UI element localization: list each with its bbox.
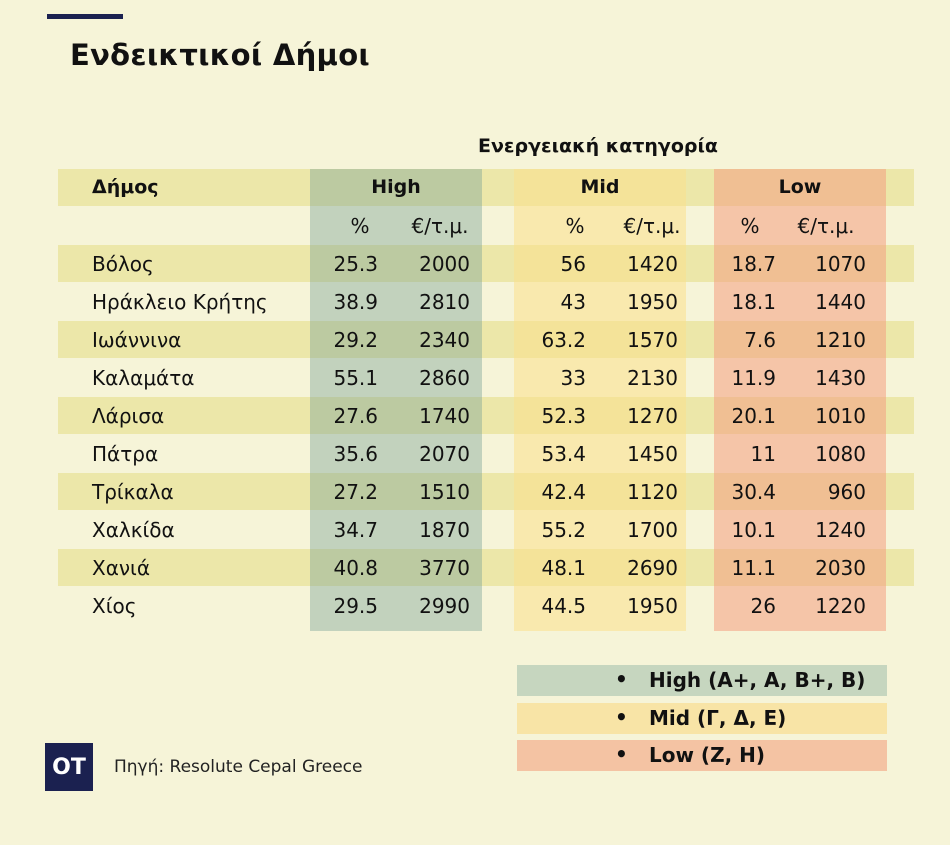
legend-low: • Low (Ζ, Η) [517,740,887,771]
row-low-price-value: 1240 [815,518,866,542]
row-mid-pct-value: 55.2 [541,518,586,542]
high-pct-header: % [350,214,370,238]
row-low-price-value: 1070 [815,252,866,276]
row-municipality-name: Χανιά [92,556,151,580]
row-low-pct-value: 11.1 [731,556,776,580]
row-high-pct-value: 40.8 [333,556,378,580]
row-high-pct-value: 27.2 [333,480,378,504]
legend-high: • High (A+, A, B+, B) [517,665,887,696]
row-low-pct-value: 18.1 [731,290,776,314]
ot-logo: OT [45,743,93,791]
low-pct-header: % [740,214,760,238]
row-mid-pct-value: 44.5 [541,594,586,618]
row-low-pct-value: 10.1 [731,518,776,542]
row-high-pct-value: 27.6 [333,404,378,428]
mid-pct-header: % [565,214,585,238]
bullet-icon: • [615,667,628,691]
high-price-header: €/τ.μ. [411,214,469,238]
row-low-pct-value: 7.6 [744,328,776,352]
row-mid-pct-value: 52.3 [541,404,586,428]
row-municipality-name: Χίος [92,594,137,618]
row-mid-pct-value: 63.2 [541,328,586,352]
column-header-low: Low [778,176,822,198]
row-low-price-value: 960 [827,480,866,504]
row-mid-price-value: 1950 [627,290,678,314]
column-header-high: High [371,176,421,198]
row-mid-price-value: 1270 [627,404,678,428]
row-high-price-value: 2070 [419,442,470,466]
row-low-pct-value: 26 [750,594,776,618]
top-accent-rule [47,14,123,19]
row-mid-pct-value: 43 [560,290,586,314]
page-title: Ενδεικτικοί Δήμοι [70,38,371,72]
row-mid-pct-value: 48.1 [541,556,586,580]
row-high-price-value: 1740 [419,404,470,428]
row-high-price-value: 2810 [419,290,470,314]
row-high-pct-value: 38.9 [333,290,378,314]
low-price-header: €/τ.μ. [797,214,855,238]
row-high-pct-value: 35.6 [333,442,378,466]
row-low-pct-value: 30.4 [731,480,776,504]
row-low-pct-value: 11.9 [731,366,776,390]
row-mid-pct-value: 56 [560,252,586,276]
row-mid-price-value: 1450 [627,442,678,466]
row-mid-price-value: 1950 [627,594,678,618]
row-high-price-value: 3770 [419,556,470,580]
row-high-price-value: 1870 [419,518,470,542]
row-municipality-name: Τρίκαλα [92,480,174,504]
row-municipality-name: Λάρισα [92,404,165,428]
row-low-price-value: 1210 [815,328,866,352]
row-mid-pct-value: 42.4 [541,480,586,504]
row-municipality-name: Ηράκλειο Κρήτης [92,290,268,314]
legend-label: Mid (Γ, Δ, Ε) [649,706,787,730]
row-mid-price-value: 1570 [627,328,678,352]
row-municipality-name: Βόλος [92,252,154,276]
row-low-price-value: 1440 [815,290,866,314]
row-low-pct-value: 18.7 [731,252,776,276]
row-high-pct-value: 55.1 [333,366,378,390]
row-high-pct-value: 25.3 [333,252,378,276]
column-header-municipality: Δήμος [92,176,159,198]
row-mid-pct-value: 33 [560,366,586,390]
row-high-price-value: 1510 [419,480,470,504]
row-high-price-value: 2860 [419,366,470,390]
legend-label: Low (Ζ, Η) [649,743,766,767]
column-header-mid: Mid [580,176,620,198]
row-high-price-value: 2340 [419,328,470,352]
mid-category-column [514,169,686,631]
row-low-price-value: 1010 [815,404,866,428]
legend-label: High (A+, A, B+, B) [649,668,866,692]
bullet-icon: • [615,742,628,766]
row-high-pct-value: 34.7 [333,518,378,542]
row-municipality-name: Πάτρα [92,442,159,466]
row-high-price-value: 2990 [419,594,470,618]
legend-mid: • Mid (Γ, Δ, Ε) [517,703,887,734]
row-municipality-name: Ιωάννινα [92,328,182,352]
row-high-pct-value: 29.5 [333,594,378,618]
row-mid-pct-value: 53.4 [541,442,586,466]
row-mid-price-value: 1700 [627,518,678,542]
row-high-pct-value: 29.2 [333,328,378,352]
row-low-price-value: 1220 [815,594,866,618]
bullet-icon: • [615,705,628,729]
row-municipality-name: Καλαμάτα [92,366,195,390]
high-category-column [310,169,482,631]
row-municipality-name: Χαλκίδα [92,518,175,542]
row-mid-price-value: 2690 [627,556,678,580]
low-category-column [714,169,886,631]
mid-price-header: €/τ.μ. [623,214,681,238]
row-mid-price-value: 1420 [627,252,678,276]
row-low-price-value: 1430 [815,366,866,390]
row-mid-price-value: 1120 [627,480,678,504]
row-high-price-value: 2000 [419,252,470,276]
row-low-pct-value: 11 [750,442,776,466]
source-note: Πηγή: Resolute Cepal Greece [114,757,363,777]
row-low-price-value: 1080 [815,442,866,466]
row-mid-price-value: 2130 [627,366,678,390]
energy-category-header: Ενεργειακή κατηγορία [478,135,718,157]
row-low-price-value: 2030 [815,556,866,580]
row-low-pct-value: 20.1 [731,404,776,428]
